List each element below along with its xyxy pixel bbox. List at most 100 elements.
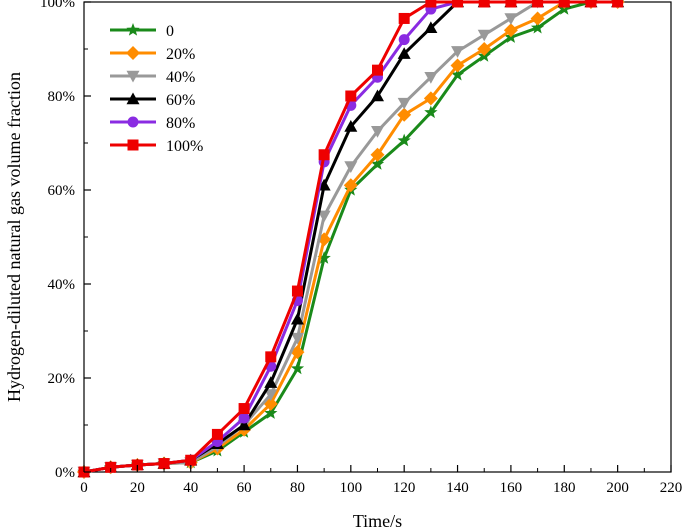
legend-entry: 40% [110,69,195,86]
series-line [83,0,618,474]
data-point [478,0,490,8]
data-point [451,46,465,58]
x-tick-label: 120 [393,480,416,496]
legend-entry: 60% [110,92,195,109]
legend-entry: 80% [110,115,195,132]
data-point [290,361,305,375]
series-20pct [77,0,625,479]
data-point [372,64,383,76]
series-line [83,0,618,474]
legend-label: 20% [166,46,195,63]
data-point [158,458,170,470]
legend-marker [127,139,139,151]
data-point [477,42,492,56]
data-point [398,34,410,46]
data-point [290,312,304,325]
data-point [505,0,517,8]
data-point [424,72,438,84]
data-point [185,454,197,466]
data-point [264,406,278,419]
y-axis-title: Hydrogen-diluted natural gas volume frac… [4,72,24,402]
legend-label: 0 [166,23,174,40]
data-point [131,459,143,471]
data-point [264,389,278,401]
x-tick-label: 180 [553,480,576,496]
series-80pct [78,0,624,478]
data-point [452,0,464,8]
series-0 [77,0,625,478]
data-point [370,147,385,162]
data-point [105,461,117,473]
y-tick-label: 40% [48,277,76,293]
data-point [211,428,223,440]
data-point [371,89,384,102]
legend-marker [126,23,140,36]
series-40pct [77,0,623,479]
legend-marker [126,46,140,60]
x-tick-label: 160 [500,480,523,496]
data-point [344,161,358,173]
data-point [237,418,251,431]
data-point [318,149,330,161]
data-point [397,97,411,110]
y-tick-label: 80% [48,89,76,105]
legend-marker [126,70,140,83]
x-tick-label: 200 [606,480,629,496]
data-point [504,13,518,25]
data-point [291,285,303,297]
data-point [530,20,545,34]
legend-label: 80% [166,115,195,132]
series-100pct [78,0,624,478]
data-point [397,133,411,147]
data-point [370,157,385,170]
data-point [398,12,410,24]
data-point [450,67,465,81]
data-point [612,0,624,8]
data-point [397,107,412,122]
series-line [83,0,618,474]
data-point [425,0,437,8]
data-point [317,210,331,223]
series-line [83,0,618,474]
x-tick-label: 60 [237,480,252,496]
legend-marker [127,116,139,128]
y-tick-label: 100% [40,0,75,11]
legend-entry: 0 [110,23,174,40]
data-point [477,29,491,42]
series-60pct [77,0,625,478]
y-tick-label: 20% [48,371,76,387]
y-tick-label: 0% [55,465,75,481]
x-tick-label: 220 [660,480,683,496]
legend-entry: 20% [110,46,195,63]
data-point [345,90,357,102]
data-point [423,91,438,106]
x-tick-label: 100 [340,480,363,496]
data-point [424,21,438,34]
data-point [371,126,384,138]
legend-label: 100% [166,138,203,155]
series-line [83,0,618,474]
x-tick-label: 40 [183,480,198,496]
x-tick-label: 20 [130,480,145,496]
data-point [343,178,358,193]
data-point [317,178,331,191]
legend-entry: 100% [110,138,203,155]
data-point [397,47,411,59]
legend-label: 60% [166,92,195,109]
series-line [83,0,618,474]
data-point [585,0,597,8]
data-point [264,376,278,388]
data-point [344,120,358,132]
x-axis-title: Time/s [353,511,402,531]
legend-marker [126,92,140,105]
legend-label: 40% [166,69,195,86]
data-point [238,412,250,424]
data-point [238,403,250,415]
data-point [424,105,438,119]
data-point [530,11,545,26]
x-tick-label: 80 [290,480,305,496]
data-point [317,251,331,264]
x-tick-label: 0 [80,480,88,496]
